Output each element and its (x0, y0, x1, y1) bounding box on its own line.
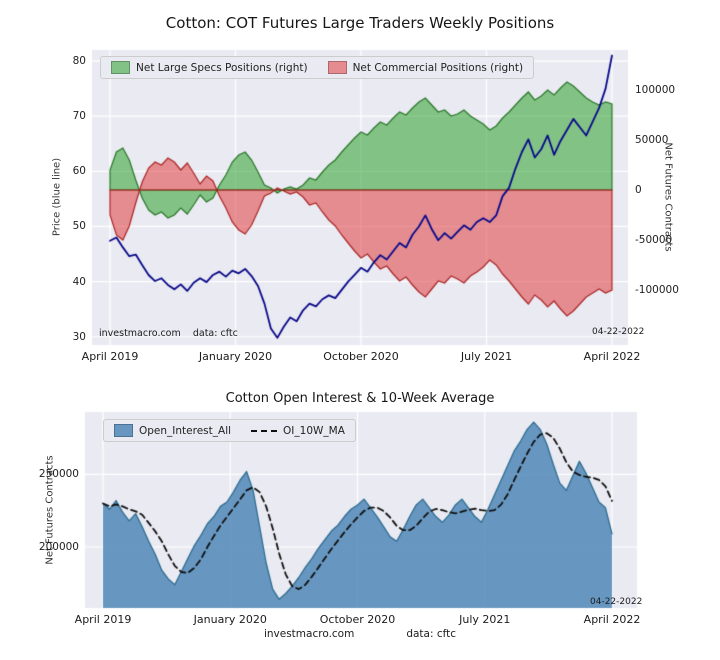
top-chart-title: Cotton: COT Futures Large Traders Weekly… (0, 14, 720, 32)
tick-label: 40 (73, 276, 86, 288)
tick-label: -50000 (635, 234, 672, 246)
tick-label: January 2020 (199, 350, 272, 363)
tick-label: 30 (73, 331, 86, 343)
top-chart-date-stamp: 04-22-2022 (592, 327, 644, 337)
tick-label: April 2019 (82, 350, 139, 363)
footer-source: investmacro.com (264, 628, 354, 640)
net-large-specs-label: Net Large Specs Positions (right) (136, 62, 308, 74)
tick-label: 200000 (39, 541, 79, 553)
top-left-axis-label: Price (blue line) (52, 158, 63, 236)
footer: investmacro.com data: cftc (0, 628, 720, 640)
net-commercial-label: Net Commercial Positions (right) (353, 62, 523, 74)
tick-label: January 2020 (194, 613, 267, 626)
cot-futures-report: Cotton: COT Futures Large Traders Weekly… (0, 0, 720, 660)
bottom-chart-legend: Open_Interest_All OI_10W_MA (103, 419, 356, 442)
net-large-specs-swatch (111, 61, 130, 74)
net-commercial-swatch (328, 61, 347, 74)
open-interest-swatch (114, 424, 133, 437)
source-label: investmacro.com (99, 328, 181, 339)
tick-label: 50000 (635, 134, 668, 146)
tick-label: 80 (73, 55, 86, 67)
bottom-chart-title: Cotton Open Interest & 10-Week Average (0, 391, 720, 406)
top-chart-source-note: investmacro.com data: cftc (99, 328, 238, 339)
top-chart-legend: Net Large Specs Positions (right) Net Co… (100, 56, 534, 79)
legend-item-net-large-specs: Net Large Specs Positions (right) (111, 61, 308, 74)
tick-label: 60 (73, 165, 86, 177)
legend-item-net-commercial: Net Commercial Positions (right) (328, 61, 523, 74)
tick-label: October 2020 (323, 350, 399, 363)
oi-10w-ma-label: OI_10W_MA (283, 425, 345, 437)
tick-label: April 2019 (75, 613, 132, 626)
footer-data-source: data: cftc (406, 628, 456, 640)
legend-item-oi-10w-ma: OI_10W_MA (251, 425, 345, 437)
tick-label: 100000 (635, 84, 675, 96)
open-interest-label: Open_Interest_All (139, 425, 231, 437)
data-source-label: data: cftc (193, 328, 238, 339)
tick-label: 0 (635, 184, 642, 196)
tick-label: 50 (73, 220, 86, 232)
tick-label: April 2022 (584, 613, 641, 626)
tick-label: October 2020 (320, 613, 396, 626)
tick-label: July 2021 (459, 613, 510, 626)
tick-label: July 2021 (461, 350, 512, 363)
tick-label: -100000 (635, 284, 679, 296)
legend-item-open-interest: Open_Interest_All (114, 424, 231, 437)
tick-label: April 2022 (584, 350, 641, 363)
oi-10w-ma-dash-sample (251, 430, 277, 432)
tick-label: 70 (73, 110, 86, 122)
tick-label: 250000 (39, 468, 79, 480)
bottom-chart-date-stamp: 04-22-2022 (590, 597, 642, 607)
